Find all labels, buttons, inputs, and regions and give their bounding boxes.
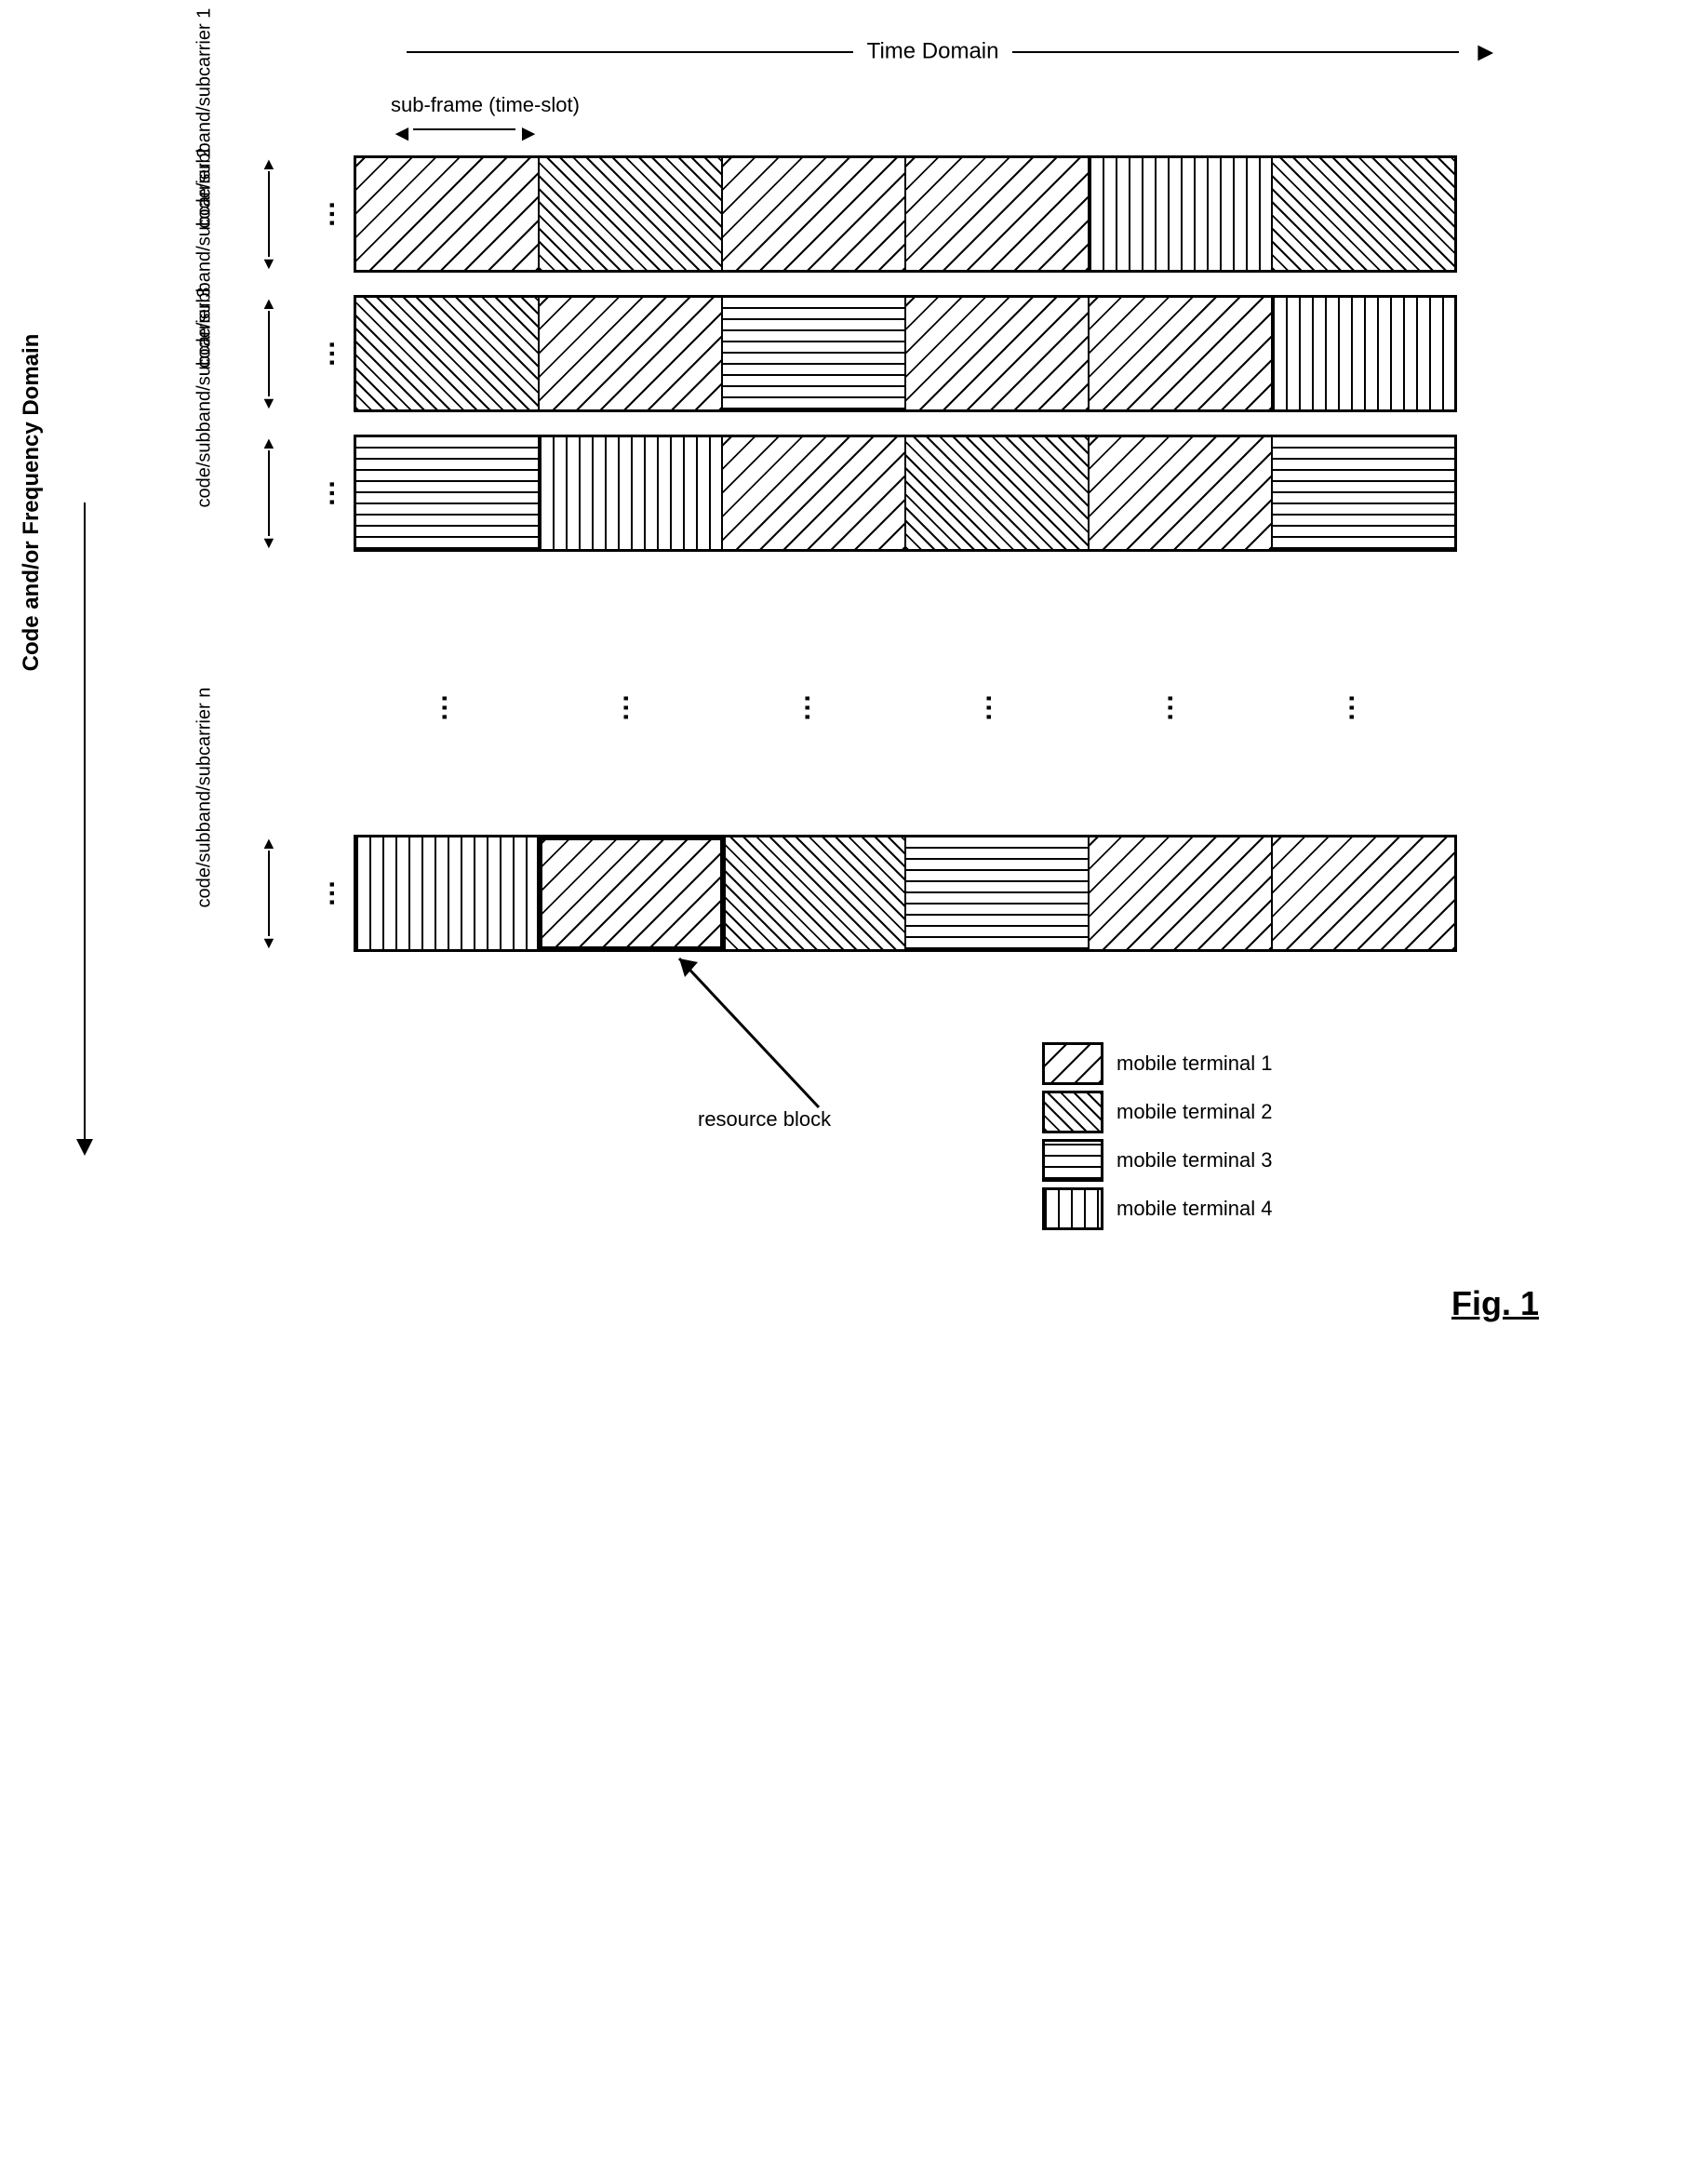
figure-number-label: Fig. 1 — [1451, 1284, 1539, 1323]
column-ellipsis: ⋯ — [791, 617, 823, 798]
sub-frame-label: sub-frame (time-slot) — [391, 93, 580, 117]
resource-block — [356, 437, 540, 549]
legend-item: mobile terminal 1 — [1042, 1042, 1273, 1085]
legend-swatch — [1042, 1091, 1103, 1133]
subcarrier-row: code/subband/subcarrier 2… — [158, 298, 1457, 409]
sub-frame-span-arrows — [391, 121, 540, 147]
resource-block-pointer-arrow — [661, 940, 865, 1126]
row-span-arrows — [251, 158, 288, 270]
row-label: code/subband/subcarrier 3 — [194, 479, 216, 507]
legend-swatch — [1042, 1187, 1103, 1230]
legend-label: mobile terminal 4 — [1117, 1197, 1273, 1221]
column-ellipsis: ⋯ — [428, 617, 461, 798]
resource-block-label: resource block — [698, 1107, 831, 1132]
time-domain-arrow-icon: ► — [1473, 37, 1499, 66]
subcarrier-row: code/subband/subcarrier 3 … — [158, 437, 1457, 549]
legend-label: mobile terminal 3 — [1117, 1148, 1273, 1172]
row-span-arrows — [251, 837, 288, 949]
row-gap: ⋯ ⋯ ⋯ ⋯ ⋯ ⋯ — [158, 577, 1457, 837]
code-freq-axis-label: Code and/or Frequency Domain — [19, 316, 45, 689]
resource-block — [1273, 298, 1454, 409]
subcarrier-row: code/subband/subcarrier n … — [158, 837, 1457, 949]
legend: mobile terminal 1 mobile terminal 2 mobile… — [1042, 1042, 1273, 1236]
row-span-arrows — [251, 437, 288, 549]
resource-block — [1273, 837, 1454, 949]
subcarrier-row: code/subband/subcarrier 1… — [158, 158, 1457, 270]
column-ellipsis: ⋯ — [609, 617, 642, 798]
resource-block — [906, 837, 1090, 949]
column-ellipsis: ⋯ — [1335, 617, 1368, 798]
resource-block — [540, 298, 723, 409]
code-freq-text: Code and/or Frequency Domain — [19, 334, 44, 672]
resource-block — [356, 298, 540, 409]
row-ellipsis: … — [310, 186, 341, 242]
resource-block — [723, 298, 906, 409]
resource-block — [1090, 837, 1273, 949]
legend-item: mobile terminal 2 — [1042, 1091, 1273, 1133]
row-ellipsis: … — [310, 865, 341, 921]
resource-block — [540, 837, 723, 949]
row-label: code/subband/subcarrier n — [194, 879, 216, 907]
column-ellipsis: ⋯ — [972, 617, 1005, 798]
legend-swatch — [1042, 1139, 1103, 1182]
legend-label: mobile terminal 1 — [1117, 1052, 1273, 1076]
time-domain-text: Time Domain — [867, 38, 999, 63]
resource-block — [1090, 437, 1273, 549]
resource-block — [1273, 437, 1454, 549]
row-blocks — [354, 155, 1457, 273]
resource-block — [356, 158, 540, 270]
legend-item: mobile terminal 3 — [1042, 1139, 1273, 1182]
resource-block — [540, 158, 723, 270]
code-freq-arrow-icon — [84, 502, 86, 1154]
resource-block — [1273, 158, 1454, 270]
resource-block — [540, 437, 723, 549]
resource-block — [906, 298, 1090, 409]
resource-block — [723, 437, 906, 549]
resource-block — [356, 837, 540, 949]
resource-grid: code/subband/subcarrier 1… code/subband/s… — [158, 158, 1457, 977]
row-blocks — [354, 435, 1457, 552]
resource-block — [906, 158, 1090, 270]
resource-block — [906, 437, 1090, 549]
row-blocks — [354, 835, 1457, 952]
legend-item: mobile terminal 4 — [1042, 1187, 1273, 1230]
row-span-arrows — [251, 298, 288, 409]
legend-label: mobile terminal 2 — [1117, 1100, 1273, 1124]
column-ellipsis: ⋯ — [1154, 617, 1186, 798]
resource-block — [723, 837, 906, 949]
resource-block — [723, 158, 906, 270]
resource-block — [1090, 158, 1273, 270]
resource-block — [1090, 298, 1273, 409]
row-ellipsis: … — [310, 465, 341, 521]
row-ellipsis: … — [310, 326, 341, 382]
legend-swatch — [1042, 1042, 1103, 1085]
time-domain-axis-label: Time Domain ► — [391, 37, 1507, 67]
row-blocks — [354, 295, 1457, 412]
